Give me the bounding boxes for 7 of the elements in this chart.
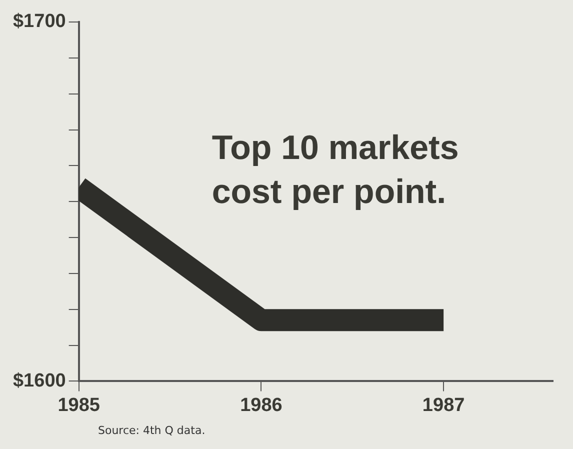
y-tick-label: $1700 xyxy=(12,11,66,32)
text: Top 10 markets cost per point. xyxy=(212,129,459,211)
x-tick-label: 1985 xyxy=(58,394,100,416)
source-note: Source: 4th Q data. xyxy=(98,424,206,437)
x-tick-label: 1986 xyxy=(240,394,282,416)
y-tick-label: $1600 xyxy=(12,370,66,392)
x-tick-label: 1987 xyxy=(422,394,465,416)
